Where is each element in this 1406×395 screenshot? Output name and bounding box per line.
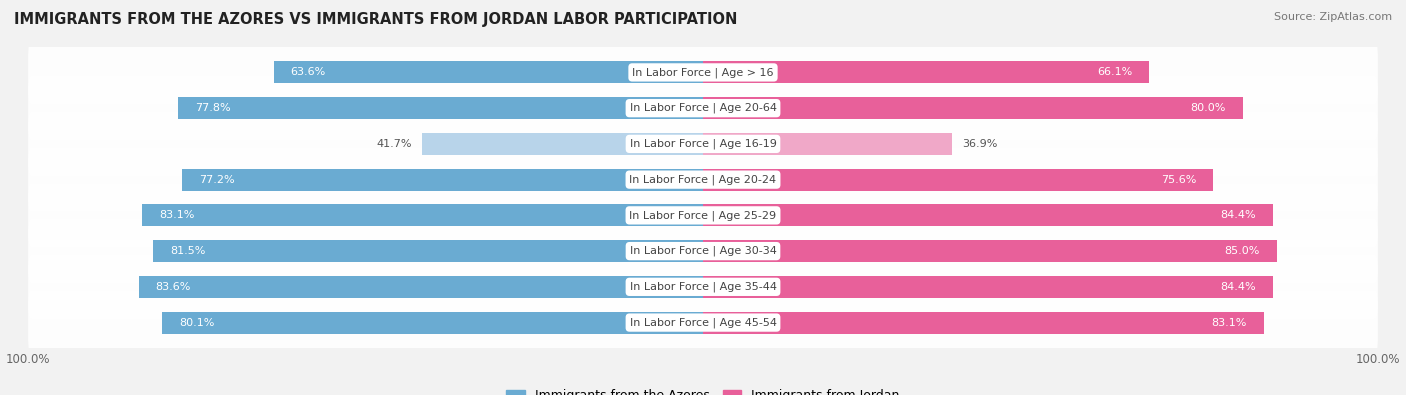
Bar <box>703 240 1277 262</box>
Text: In Labor Force | Age 35-44: In Labor Force | Age 35-44 <box>630 282 776 292</box>
Text: 84.4%: 84.4% <box>1220 282 1256 292</box>
Bar <box>703 61 1149 83</box>
Text: In Labor Force | Age 30-34: In Labor Force | Age 30-34 <box>630 246 776 256</box>
Bar <box>153 240 703 262</box>
FancyBboxPatch shape <box>28 112 1378 176</box>
Text: 83.6%: 83.6% <box>156 282 191 292</box>
Bar <box>703 276 1272 298</box>
Text: 80.1%: 80.1% <box>180 318 215 327</box>
Text: In Labor Force | Age 16-19: In Labor Force | Age 16-19 <box>630 139 776 149</box>
Text: 41.7%: 41.7% <box>375 139 412 149</box>
Text: 66.1%: 66.1% <box>1097 68 1132 77</box>
Text: In Labor Force | Age 20-64: In Labor Force | Age 20-64 <box>630 103 776 113</box>
Text: 85.0%: 85.0% <box>1225 246 1260 256</box>
Text: In Labor Force | Age 25-29: In Labor Force | Age 25-29 <box>630 210 776 221</box>
Text: In Labor Force | Age 20-24: In Labor Force | Age 20-24 <box>630 174 776 185</box>
FancyBboxPatch shape <box>28 76 1378 140</box>
Bar <box>139 276 703 298</box>
Text: 77.2%: 77.2% <box>198 175 235 184</box>
Bar <box>422 133 703 155</box>
Bar <box>163 312 703 334</box>
FancyBboxPatch shape <box>28 41 1378 104</box>
FancyBboxPatch shape <box>28 184 1378 247</box>
Text: 83.1%: 83.1% <box>159 211 194 220</box>
Legend: Immigrants from the Azores, Immigrants from Jordan: Immigrants from the Azores, Immigrants f… <box>502 384 904 395</box>
Text: 36.9%: 36.9% <box>962 139 997 149</box>
Text: In Labor Force | Age 45-54: In Labor Force | Age 45-54 <box>630 317 776 328</box>
Bar <box>703 133 952 155</box>
FancyBboxPatch shape <box>28 291 1378 354</box>
FancyBboxPatch shape <box>28 219 1378 283</box>
Bar <box>703 169 1213 191</box>
Text: 77.8%: 77.8% <box>195 103 231 113</box>
Text: 75.6%: 75.6% <box>1161 175 1197 184</box>
FancyBboxPatch shape <box>28 148 1378 211</box>
Bar <box>703 204 1272 226</box>
Text: 83.1%: 83.1% <box>1212 318 1247 327</box>
Bar <box>142 204 703 226</box>
Text: In Labor Force | Age > 16: In Labor Force | Age > 16 <box>633 67 773 78</box>
Text: Source: ZipAtlas.com: Source: ZipAtlas.com <box>1274 12 1392 22</box>
Bar <box>181 169 703 191</box>
Text: 81.5%: 81.5% <box>170 246 205 256</box>
Bar <box>179 97 703 119</box>
FancyBboxPatch shape <box>28 255 1378 319</box>
Text: 84.4%: 84.4% <box>1220 211 1256 220</box>
Text: IMMIGRANTS FROM THE AZORES VS IMMIGRANTS FROM JORDAN LABOR PARTICIPATION: IMMIGRANTS FROM THE AZORES VS IMMIGRANTS… <box>14 12 737 27</box>
Text: 80.0%: 80.0% <box>1191 103 1226 113</box>
Text: 63.6%: 63.6% <box>291 68 326 77</box>
Bar <box>274 61 703 83</box>
Bar <box>703 312 1264 334</box>
Bar <box>703 97 1243 119</box>
